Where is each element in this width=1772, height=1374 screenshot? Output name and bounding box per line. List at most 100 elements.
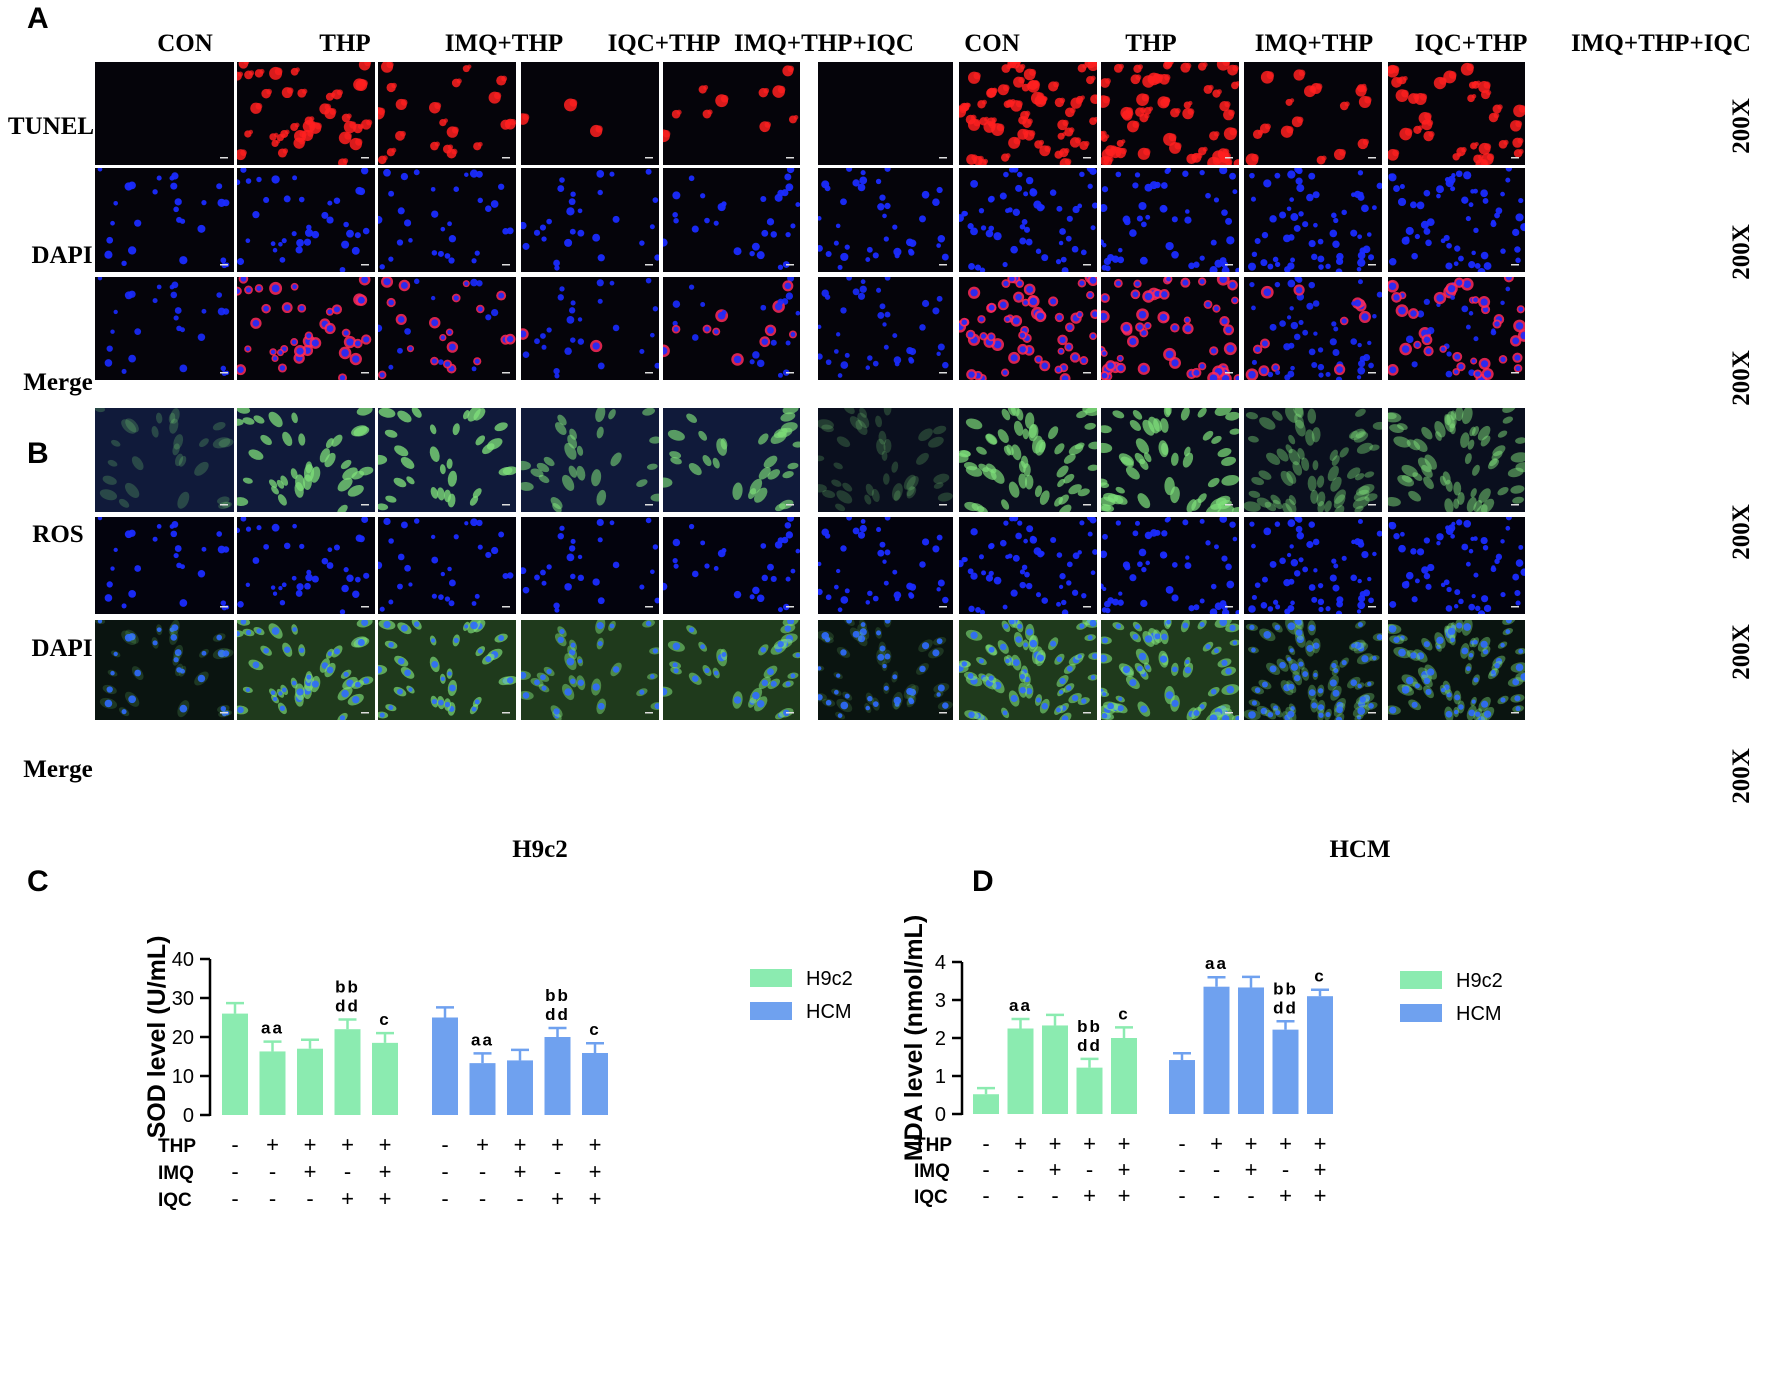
- treatment-sign: +: [1049, 1131, 1062, 1156]
- treatment-sign: -: [1017, 1157, 1024, 1182]
- micrograph: [663, 408, 800, 512]
- treatment-sign: +: [1279, 1183, 1292, 1208]
- treatment-sign: -: [982, 1131, 989, 1156]
- micrograph: [1101, 277, 1239, 380]
- bar: [222, 1013, 248, 1115]
- micrograph: [818, 277, 953, 380]
- micrograph: [378, 408, 516, 512]
- treatment-sign: +: [1118, 1157, 1131, 1182]
- treatment-label: THP: [158, 1136, 196, 1157]
- micrograph: [237, 277, 375, 380]
- row-label-dapi-b: DAPI: [31, 635, 93, 662]
- legend-label: H9c2: [806, 968, 853, 990]
- micrograph: [95, 620, 234, 720]
- treatment-sign: +: [1314, 1157, 1327, 1182]
- micrograph: [237, 62, 375, 165]
- treatment-sign: -: [982, 1183, 989, 1208]
- treatment-label: IMQ: [158, 1163, 194, 1184]
- micrograph: [1388, 168, 1525, 272]
- bar: [1203, 986, 1230, 1114]
- y-tick-label: 20: [172, 1027, 194, 1049]
- bar: [432, 1017, 458, 1115]
- treatment-sign: -: [441, 1132, 448, 1157]
- micrograph: [959, 277, 1097, 380]
- micrograph: [378, 277, 516, 380]
- treatment-sign: -: [982, 1157, 989, 1182]
- micrograph: [1244, 168, 1382, 272]
- treatment-sign: -: [1282, 1157, 1289, 1182]
- micrograph: [1388, 62, 1525, 165]
- micrograph: [237, 168, 375, 272]
- group-label-imq-thp-iqc-h9c2: IMQ+THP+IQC: [734, 30, 914, 57]
- micrograph: [959, 62, 1097, 165]
- micrograph: [237, 408, 375, 512]
- bar: [372, 1042, 398, 1115]
- legend-label: H9c2: [1456, 970, 1503, 992]
- micrograph: [663, 168, 800, 272]
- bar: [259, 1051, 286, 1115]
- treatment-sign: -: [479, 1159, 486, 1184]
- treatment-sign: +: [589, 1132, 602, 1157]
- bar: [1076, 1067, 1103, 1114]
- treatment-sign: +: [379, 1132, 392, 1157]
- treatment-sign: -: [344, 1159, 351, 1184]
- group-label-con-h9c2: CON: [157, 30, 213, 57]
- bar: [973, 1094, 999, 1114]
- treatment-sign: -: [1213, 1183, 1220, 1208]
- treatment-sign: +: [379, 1159, 392, 1184]
- treatment-sign: -: [1213, 1157, 1220, 1182]
- treatment-sign: +: [1314, 1183, 1327, 1208]
- group-label-iqc-thp-hcm: IQC+THP: [1414, 30, 1528, 57]
- micrograph: [1388, 620, 1525, 720]
- significance-label: bb: [335, 977, 360, 996]
- legend-swatch: [1400, 1004, 1442, 1022]
- micrograph: [663, 62, 800, 165]
- micrograph: [521, 517, 659, 614]
- treatment-sign: +: [589, 1186, 602, 1211]
- group-label-imq-thp-hcm: IMQ+THP: [1254, 30, 1374, 57]
- bar: [334, 1029, 361, 1115]
- treatment-sign: -: [441, 1186, 448, 1211]
- micrograph: [1101, 62, 1239, 165]
- magnification-label: 200X: [1727, 624, 1755, 680]
- treatment-sign: -: [554, 1159, 561, 1184]
- y-tick-label: 1: [935, 1066, 946, 1088]
- y-tick-label: 30: [172, 988, 194, 1010]
- bar: [507, 1060, 533, 1115]
- micrograph: [521, 408, 659, 512]
- micrograph: [378, 620, 516, 720]
- magnification-label: 200X: [1727, 748, 1755, 804]
- treatment-label: THP: [914, 1135, 952, 1156]
- bar: [1238, 987, 1264, 1114]
- micrograph: [663, 620, 800, 720]
- group-label-imq-thp-iqc-hcm: IMQ+THP+IQC: [1571, 30, 1751, 57]
- bar: [1272, 1029, 1299, 1114]
- micrograph: [1244, 62, 1382, 165]
- treatment-sign: -: [1178, 1183, 1185, 1208]
- panel-letter-c: C: [27, 865, 49, 898]
- treatment-sign: +: [1245, 1157, 1258, 1182]
- micrograph: [95, 517, 234, 614]
- significance-label: bb: [545, 986, 570, 1005]
- micrograph: [818, 62, 953, 165]
- magnification-label: 200X: [1727, 224, 1755, 280]
- y-tick-label: 4: [935, 952, 946, 974]
- significance-label: c: [1314, 967, 1325, 986]
- significance-label: aa: [471, 1030, 494, 1049]
- micrograph: [521, 168, 659, 272]
- micrograph: [959, 168, 1097, 272]
- micrograph: [1101, 517, 1239, 614]
- group-label-imq-thp-h9c2: IMQ+THP: [444, 30, 564, 57]
- micrograph: [1244, 517, 1382, 614]
- panel-letter-b: B: [27, 437, 49, 470]
- micrograph: [818, 408, 953, 512]
- micrograph: [1388, 408, 1525, 512]
- treatment-sign: -: [1017, 1183, 1024, 1208]
- treatment-sign: -: [231, 1186, 238, 1211]
- sod-chart: 0 10 20 30 40 SOD level (U/mL) aa bb dd c aa bb dd c T…: [0, 900, 900, 1369]
- bar: [544, 1037, 571, 1115]
- legend-swatch: [750, 969, 792, 987]
- treatment-sign: -: [306, 1186, 313, 1211]
- legend-label: HCM: [806, 1001, 852, 1023]
- treatment-sign: +: [1049, 1157, 1062, 1182]
